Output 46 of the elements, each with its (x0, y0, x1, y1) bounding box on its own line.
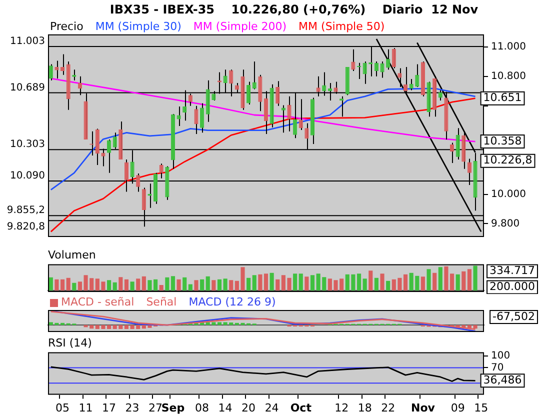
y-tick-label: 10.800 (491, 70, 526, 82)
data-label: 10.651 (483, 91, 522, 104)
text: 10.226,8 (483, 154, 532, 167)
y-tick-label: 11.000 (491, 42, 526, 53)
text: -67,502 (492, 310, 536, 323)
legend-title: Precio (50, 20, 84, 33)
text: MM (Simple 30) (95, 20, 182, 33)
x-tick-label: 22 (381, 401, 396, 414)
data-label: 10.358 (483, 134, 522, 148)
x-tick-label: 15 (474, 401, 488, 414)
y-tick-label: 9.800 (491, 218, 520, 230)
ref-line-label: 11.003 (10, 36, 45, 48)
legend-label: MACD - señal (61, 295, 134, 308)
x-tick-label: 09 (450, 401, 465, 414)
text: 334.717 (490, 264, 536, 278)
series-label: Señal (146, 295, 177, 308)
x-tick-label: 20 (242, 401, 256, 414)
x-tick-label: Sep (161, 401, 185, 414)
chart-title: Volumen (48, 248, 96, 262)
ref-line-label: 9.820,8 (6, 221, 45, 232)
ref-line-label: 10.689 (10, 82, 45, 94)
x-tick-label: Oct (290, 401, 312, 414)
y-tick-label: 10.000 (491, 188, 526, 200)
y-tick-label: 100 (491, 350, 510, 362)
x-tick-label: Nov (410, 401, 436, 414)
x-tick-label: 12 (334, 401, 349, 414)
x-tick-label: 27 (148, 401, 163, 414)
x-tick-label: 18 (358, 401, 372, 414)
x-tick-label: 17 (102, 401, 116, 414)
y-tick-label: 70 (491, 362, 504, 374)
x-tick-label: 23 (125, 401, 140, 414)
chart-title: IBX35 - IBEX-35 10.226,80 (+0,76%) Diario 12 Nov (110, 2, 478, 16)
x-tick-label: 24 (264, 401, 279, 414)
x-tick-label: 14 (218, 401, 232, 414)
text: MM (Simple 200) (193, 20, 287, 33)
text: 200.000 (490, 280, 536, 294)
chart-title: RSI (14) (48, 336, 92, 350)
ref-line-label: 10.090 (10, 170, 45, 182)
ref-line-label: 9.855,2 (6, 205, 45, 216)
series-label: MACD (12 26 9) (188, 295, 276, 308)
data-label: 36,486 (483, 374, 522, 387)
x-tick-label: 11 (78, 401, 93, 414)
ref-line-label: 10.303 (10, 139, 45, 150)
text: MM (Simple 50) (298, 20, 385, 33)
x-tick-label: 05 (56, 401, 70, 414)
x-tick-label: 08 (195, 401, 210, 414)
